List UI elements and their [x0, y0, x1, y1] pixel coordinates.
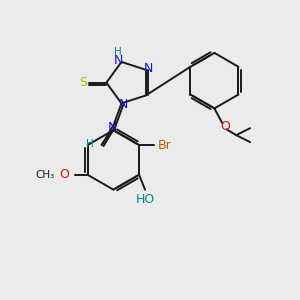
Text: N: N [144, 62, 154, 75]
Text: N: N [108, 121, 117, 134]
Text: O: O [220, 120, 230, 133]
Text: S: S [79, 76, 87, 89]
Text: N: N [119, 98, 128, 111]
Text: HO: HO [135, 193, 155, 206]
Text: O: O [59, 168, 69, 181]
Text: H: H [86, 139, 94, 149]
Text: Br: Br [158, 139, 172, 152]
Text: N: N [114, 54, 123, 68]
Text: H: H [114, 47, 122, 57]
Text: CH₃: CH₃ [36, 170, 55, 180]
